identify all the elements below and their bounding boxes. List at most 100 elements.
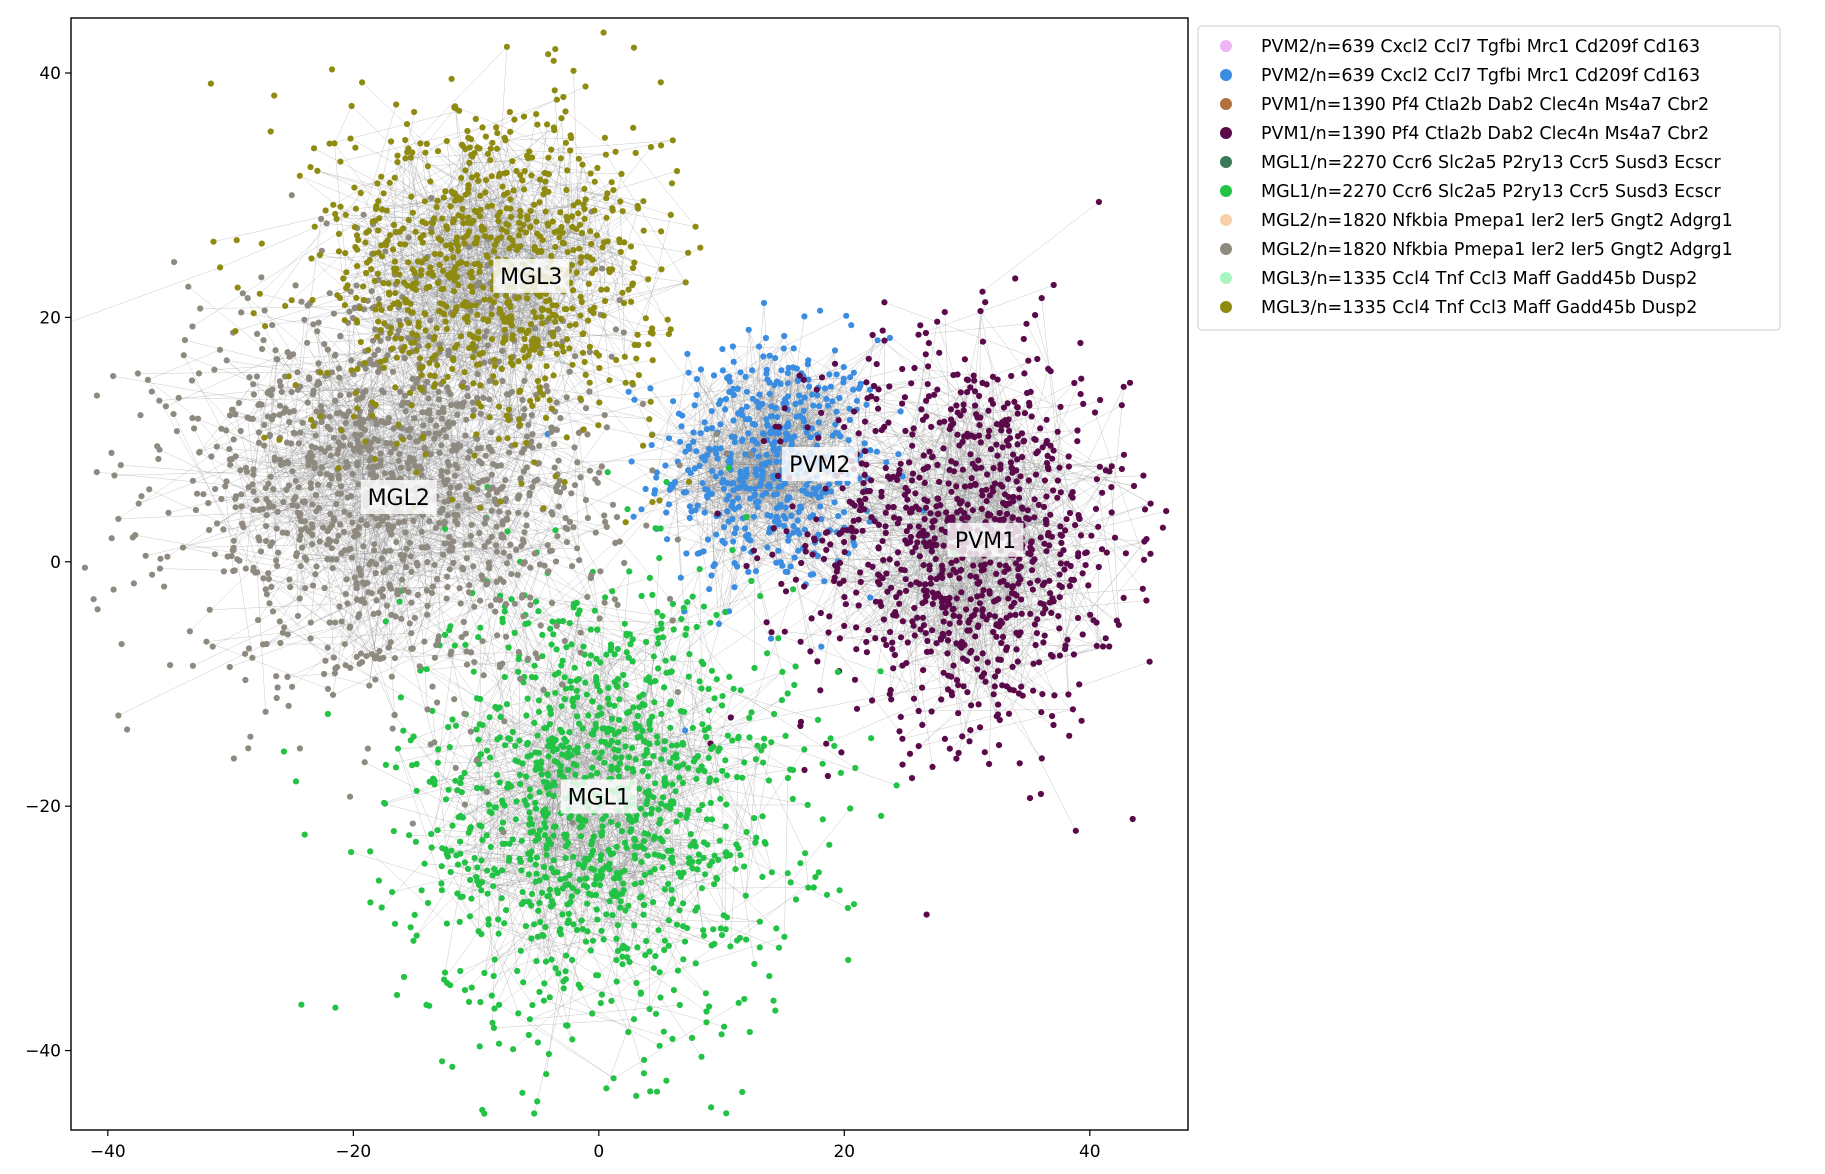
data-point: [387, 449, 394, 456]
data-point: [1028, 538, 1035, 545]
data-point: [627, 243, 635, 250]
data-point: [474, 144, 481, 151]
data-point: [603, 286, 611, 293]
data-point: [426, 518, 433, 525]
data-point: [606, 898, 613, 905]
data-point: [872, 427, 879, 435]
data-point: [637, 990, 644, 997]
data-point: [329, 521, 336, 529]
data-point: [520, 221, 527, 228]
data-point: [283, 529, 291, 537]
data-point: [460, 220, 467, 227]
data-point: [523, 152, 531, 159]
data-point: [409, 149, 416, 156]
data-point: [443, 255, 450, 262]
data-point: [720, 485, 728, 492]
data-point: [1062, 527, 1069, 534]
data-point: [500, 578, 507, 586]
data-point: [664, 316, 671, 323]
data-point: [452, 517, 459, 524]
data-point: [1027, 580, 1034, 587]
data-point: [531, 921, 538, 928]
data-point: [379, 517, 386, 525]
data-point: [526, 1016, 534, 1023]
data-point: [940, 669, 947, 676]
data-point: [441, 969, 449, 976]
data-point: [875, 386, 882, 393]
data-point: [244, 295, 251, 302]
data-point: [915, 331, 922, 338]
data-point: [1019, 505, 1026, 512]
data-point: [730, 385, 737, 392]
data-point: [385, 419, 392, 426]
data-point: [273, 525, 280, 532]
data-point: [274, 684, 281, 691]
data-point: [535, 608, 542, 615]
data-point: [469, 340, 476, 347]
data-point: [936, 573, 943, 580]
data-point: [378, 306, 385, 313]
data-point: [1058, 583, 1065, 591]
data-point: [110, 373, 117, 380]
data-point: [477, 597, 484, 604]
data-point: [532, 314, 539, 321]
data-point: [142, 552, 149, 559]
data-point: [461, 710, 468, 717]
data-point: [708, 490, 715, 497]
data-point: [757, 593, 764, 600]
data-point: [412, 838, 419, 845]
data-point: [477, 382, 484, 389]
data-point: [523, 433, 531, 440]
data-point: [335, 439, 342, 446]
data-point: [390, 425, 397, 432]
data-point: [531, 246, 539, 253]
data-point: [488, 533, 495, 541]
data-point: [593, 677, 600, 684]
data-point: [483, 515, 490, 522]
data-point: [366, 447, 373, 454]
data-point: [894, 560, 901, 567]
data-point: [326, 413, 333, 420]
data-point: [493, 523, 500, 530]
data-point: [476, 504, 483, 511]
data-point: [527, 793, 534, 800]
data-point: [855, 385, 863, 392]
data-point: [975, 457, 982, 464]
data-point: [994, 376, 1001, 383]
data-point: [968, 702, 975, 709]
data-point: [1063, 516, 1070, 523]
data-point: [386, 179, 393, 186]
data-point: [589, 256, 596, 263]
data-point: [689, 865, 696, 872]
data-point: [506, 245, 513, 252]
data-point: [372, 676, 379, 683]
data-point: [518, 480, 525, 487]
data-point: [457, 443, 464, 450]
data-point: [417, 234, 424, 242]
data-point: [919, 416, 927, 423]
data-point: [435, 388, 442, 395]
data-point: [390, 828, 397, 835]
data-point: [582, 679, 589, 686]
data-point: [953, 595, 960, 602]
data-point: [990, 465, 997, 472]
data-point: [836, 635, 844, 642]
data-point: [406, 539, 413, 547]
data-point: [717, 795, 724, 803]
data-point: [726, 373, 733, 380]
data-point: [755, 453, 762, 460]
data-point: [448, 847, 455, 854]
data-point: [270, 412, 277, 419]
data-point: [746, 734, 753, 741]
data-point: [979, 288, 986, 295]
data-point: [650, 965, 658, 972]
data-point: [641, 1056, 648, 1063]
legend-entry: MGL2/n=1820 Nfkbia Pmepa1 Ier2 Ier5 Gngt…: [1220, 240, 1733, 260]
data-point: [298, 1001, 305, 1008]
data-point: [235, 399, 243, 406]
data-point: [998, 639, 1005, 647]
data-point: [1020, 335, 1027, 343]
data-point: [250, 310, 257, 317]
data-point: [344, 494, 351, 501]
data-point: [499, 183, 506, 190]
